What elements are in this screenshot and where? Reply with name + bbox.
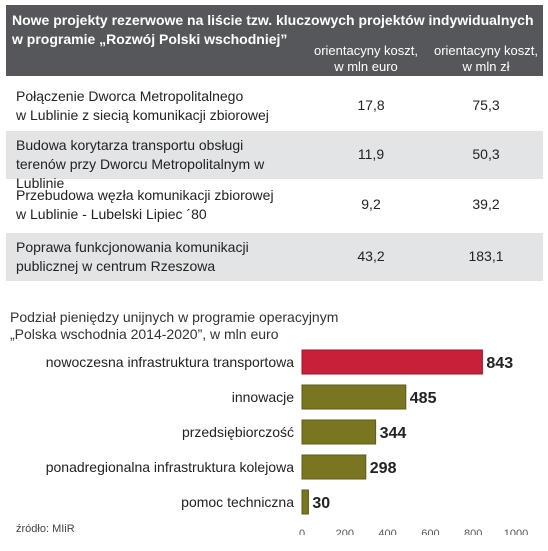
table-title: Nowe projekty rezerwowe na liście tzw. k… xyxy=(12,11,537,49)
row-label-line2: w Lublinie z siecią komunikacji zbiorowe… xyxy=(16,107,269,123)
x-tick-label: 600 xyxy=(421,528,439,535)
row-label-line1: Przebudowa węzła komunikacji zbiorowej xyxy=(16,187,274,203)
table-header: Nowe projekty rezerwowe na liście tzw. k… xyxy=(6,5,543,76)
table-title-line2: w programie „Rozwój Polski wschodniej” xyxy=(12,31,288,47)
row-value-pln: 50,3 xyxy=(472,146,500,162)
data-label: 344 xyxy=(380,425,407,442)
row-label: Poprawa funkcjonowania komunikacji publi… xyxy=(16,238,316,276)
bar-chart: nowoczesna infrastruktura transportowa 84… xyxy=(46,349,528,535)
chart-title: Podział pieniędzy unijnych w programie o… xyxy=(10,309,338,343)
source-note: źródło: MIiR xyxy=(16,523,75,535)
row-label: Połączenie Dworca Metropolitalnego w Lub… xyxy=(16,87,316,125)
data-label: 30 xyxy=(312,495,330,512)
bar xyxy=(301,489,309,515)
row-label: Budowa korytarza transportu obsługi tere… xyxy=(16,136,316,193)
row-value-eur: 17,8 xyxy=(357,97,385,113)
data-label: 298 xyxy=(370,460,397,477)
column-header-eur-line2: w mln euro xyxy=(334,59,398,74)
row-value-eur: 11,9 xyxy=(357,146,385,162)
category-label: nowoczesna infrastruktura transportowa xyxy=(46,354,294,370)
bar xyxy=(301,349,483,375)
x-tick-label: 400 xyxy=(378,528,396,535)
data-label: 843 xyxy=(486,355,513,372)
x-tick-label: 800 xyxy=(464,528,482,535)
table-title-line1: Nowe projekty rezerwowe na liście tzw. k… xyxy=(12,12,534,28)
x-tick-label: 200 xyxy=(336,528,354,535)
bar xyxy=(301,454,367,480)
table-row: Połączenie Dworca Metropolitalnego w Lub… xyxy=(6,82,543,130)
row-value-pln: 75,3 xyxy=(472,97,500,113)
row-label-line2: publicznej w centrum Rzeszowa xyxy=(16,258,216,274)
column-header-pln: orientacyny koszt, w mln zł xyxy=(430,43,542,75)
row-label-line2: terenów przy Dworcu Metropolitalnym w Lu… xyxy=(16,156,265,191)
chart-title-line2: „Polska wschodnia 2014-2020”, w mln euro xyxy=(10,326,279,342)
row-label: Przebudowa węzła komunikacji zbiorowej w… xyxy=(16,186,316,224)
column-header-pln-line1: orientacyny koszt, xyxy=(433,43,539,58)
row-label-line1: Poprawa funkcjonowania komunikacji xyxy=(16,239,249,255)
column-header-eur: orientacyny koszt, w mln euro xyxy=(306,43,426,75)
x-tick-label: 0 xyxy=(299,528,305,535)
row-value-eur: 43,2 xyxy=(357,248,385,264)
row-label-line2: w Lublinie - Lubelski Lipiec ´80 xyxy=(16,206,207,222)
row-value-eur: 9,2 xyxy=(361,196,381,212)
x-tick-label: 1000 xyxy=(504,528,528,535)
table-row: Przebudowa węzła komunikacji zbiorowej w… xyxy=(6,181,543,229)
bar xyxy=(301,419,377,445)
category-label: innowacje xyxy=(232,389,294,405)
table-row: Budowa korytarza transportu obsługi tere… xyxy=(6,131,543,191)
column-header-pln-line2: w mln zł xyxy=(462,59,510,74)
category-label: pomoc techniczna xyxy=(181,494,294,510)
row-label-line1: Budowa korytarza transportu obsługi xyxy=(16,137,244,153)
row-label-line1: Połączenie Dworca Metropolitalnego xyxy=(16,88,244,104)
category-label: przedsiębiorczość xyxy=(182,424,294,440)
row-value-pln: 39,2 xyxy=(472,196,500,212)
column-header-eur-line1: orientacyny koszt, xyxy=(313,43,419,58)
bar xyxy=(301,384,407,410)
category-label: ponadregionalna infrastruktura kolejowa xyxy=(46,459,294,475)
chart-title-line1: Podział pieniędzy unijnych w programie o… xyxy=(10,309,339,325)
row-value-pln: 183,1 xyxy=(468,248,504,264)
table-row: Poprawa funkcjonowania komunikacji publi… xyxy=(6,233,543,281)
data-label: 485 xyxy=(410,390,437,407)
